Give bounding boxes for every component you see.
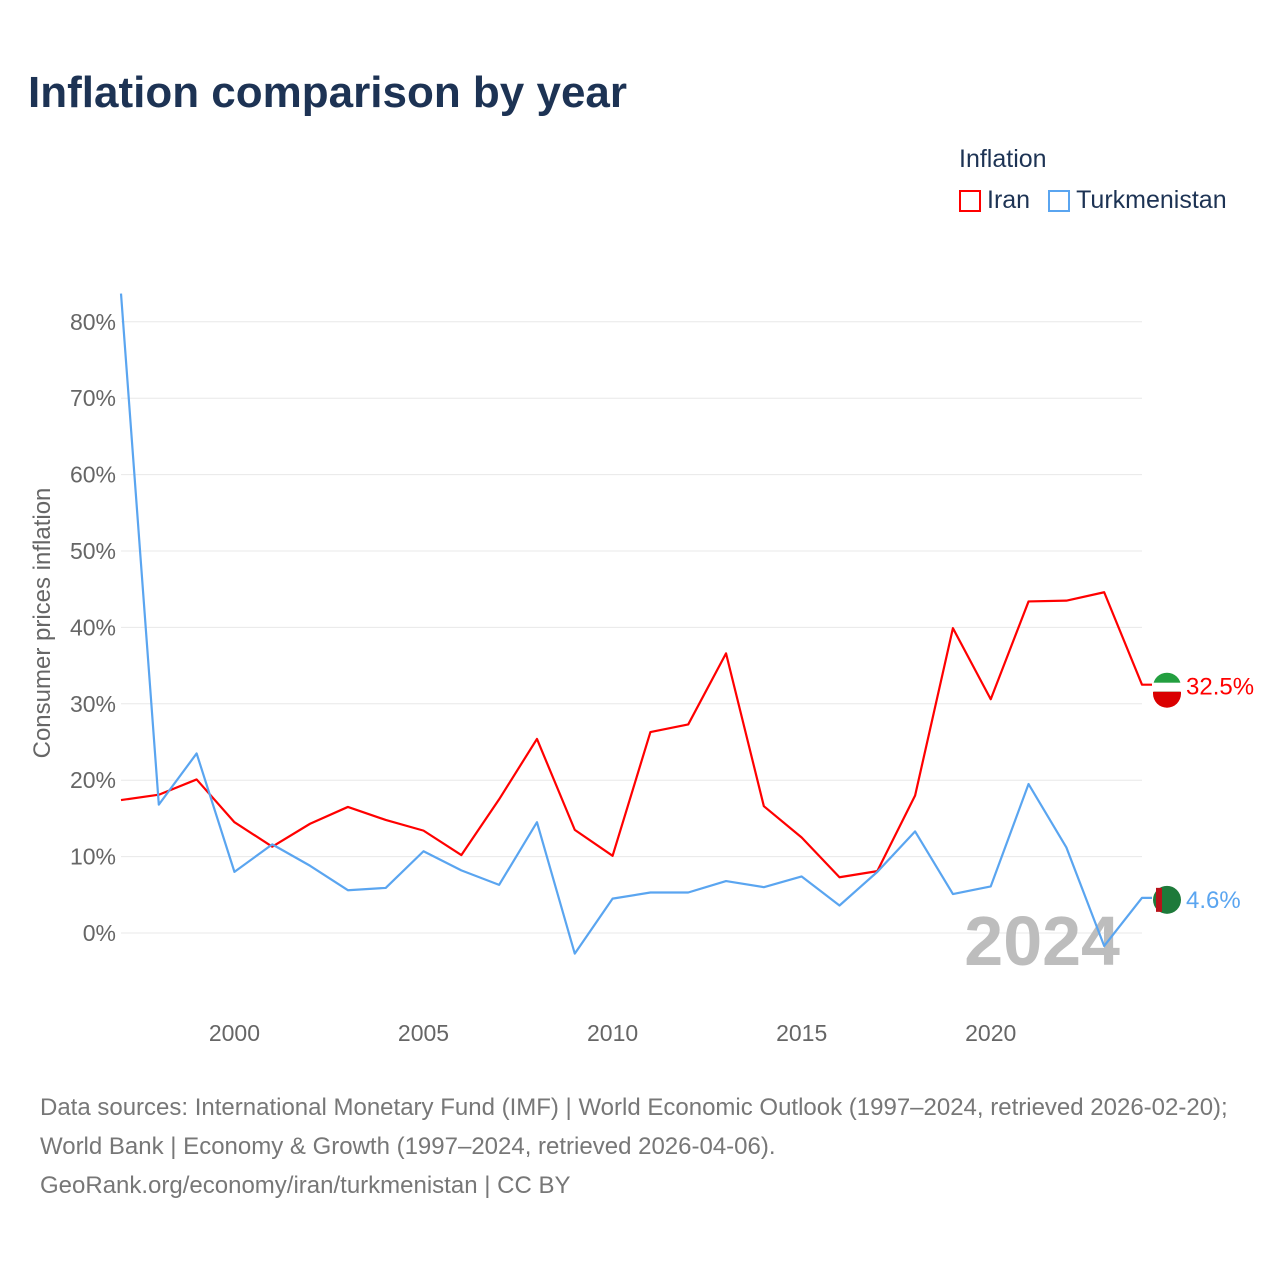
year-watermark: 2024	[964, 902, 1120, 980]
legend-swatch-iran	[959, 189, 981, 212]
y-tick-label: 10%	[70, 844, 116, 870]
y-tick-label: 0%	[83, 920, 116, 946]
flag-band	[1156, 887, 1162, 912]
credit-link[interactable]: GeoRank.org/economy/iran/turkmenistan | …	[40, 1172, 571, 1199]
end-value-label: 32.5%	[1186, 674, 1254, 701]
data-sources: Data sources: International Monetary Fun…	[40, 1094, 1228, 1160]
y-tick-label: 40%	[70, 614, 116, 640]
footer: Data sources: International Monetary Fun…	[40, 1088, 1250, 1205]
x-tick-label: 2015	[776, 1020, 827, 1046]
legend-item-iran[interactable]: Iran	[959, 186, 1030, 215]
flag-band	[1153, 691, 1181, 708]
legend: Iran Turkmenistan	[959, 186, 1227, 215]
legend-item-turkmenistan[interactable]: Turkmenistan	[1048, 186, 1227, 215]
end-value-label: 4.6%	[1186, 887, 1241, 914]
y-tick-label: 30%	[70, 691, 116, 717]
legend-title: Inflation	[959, 145, 1047, 173]
legend-label: Iran	[987, 186, 1031, 214]
series-line-turkmenistan	[119, 293, 1152, 955]
y-axis-label: Consumer prices inflation	[29, 488, 56, 759]
y-tick-label: 50%	[70, 538, 116, 564]
y-tick-label: 60%	[70, 462, 116, 488]
chart-title: Inflation comparison by year	[28, 68, 628, 117]
legend-label: Turkmenistan	[1076, 186, 1227, 214]
legend-swatch-turkmenistan	[1048, 189, 1071, 212]
series-line-iran	[120, 591, 1152, 879]
x-tick-label: 2000	[209, 1020, 260, 1046]
y-tick-label: 80%	[70, 309, 116, 335]
flag-band	[1153, 682, 1181, 692]
y-tick-label: 20%	[70, 767, 116, 793]
x-tick-label: 2010	[587, 1020, 638, 1046]
y-tick-label: 70%	[70, 385, 116, 411]
x-tick-label: 2020	[965, 1020, 1016, 1046]
x-tick-label: 2005	[398, 1020, 449, 1046]
